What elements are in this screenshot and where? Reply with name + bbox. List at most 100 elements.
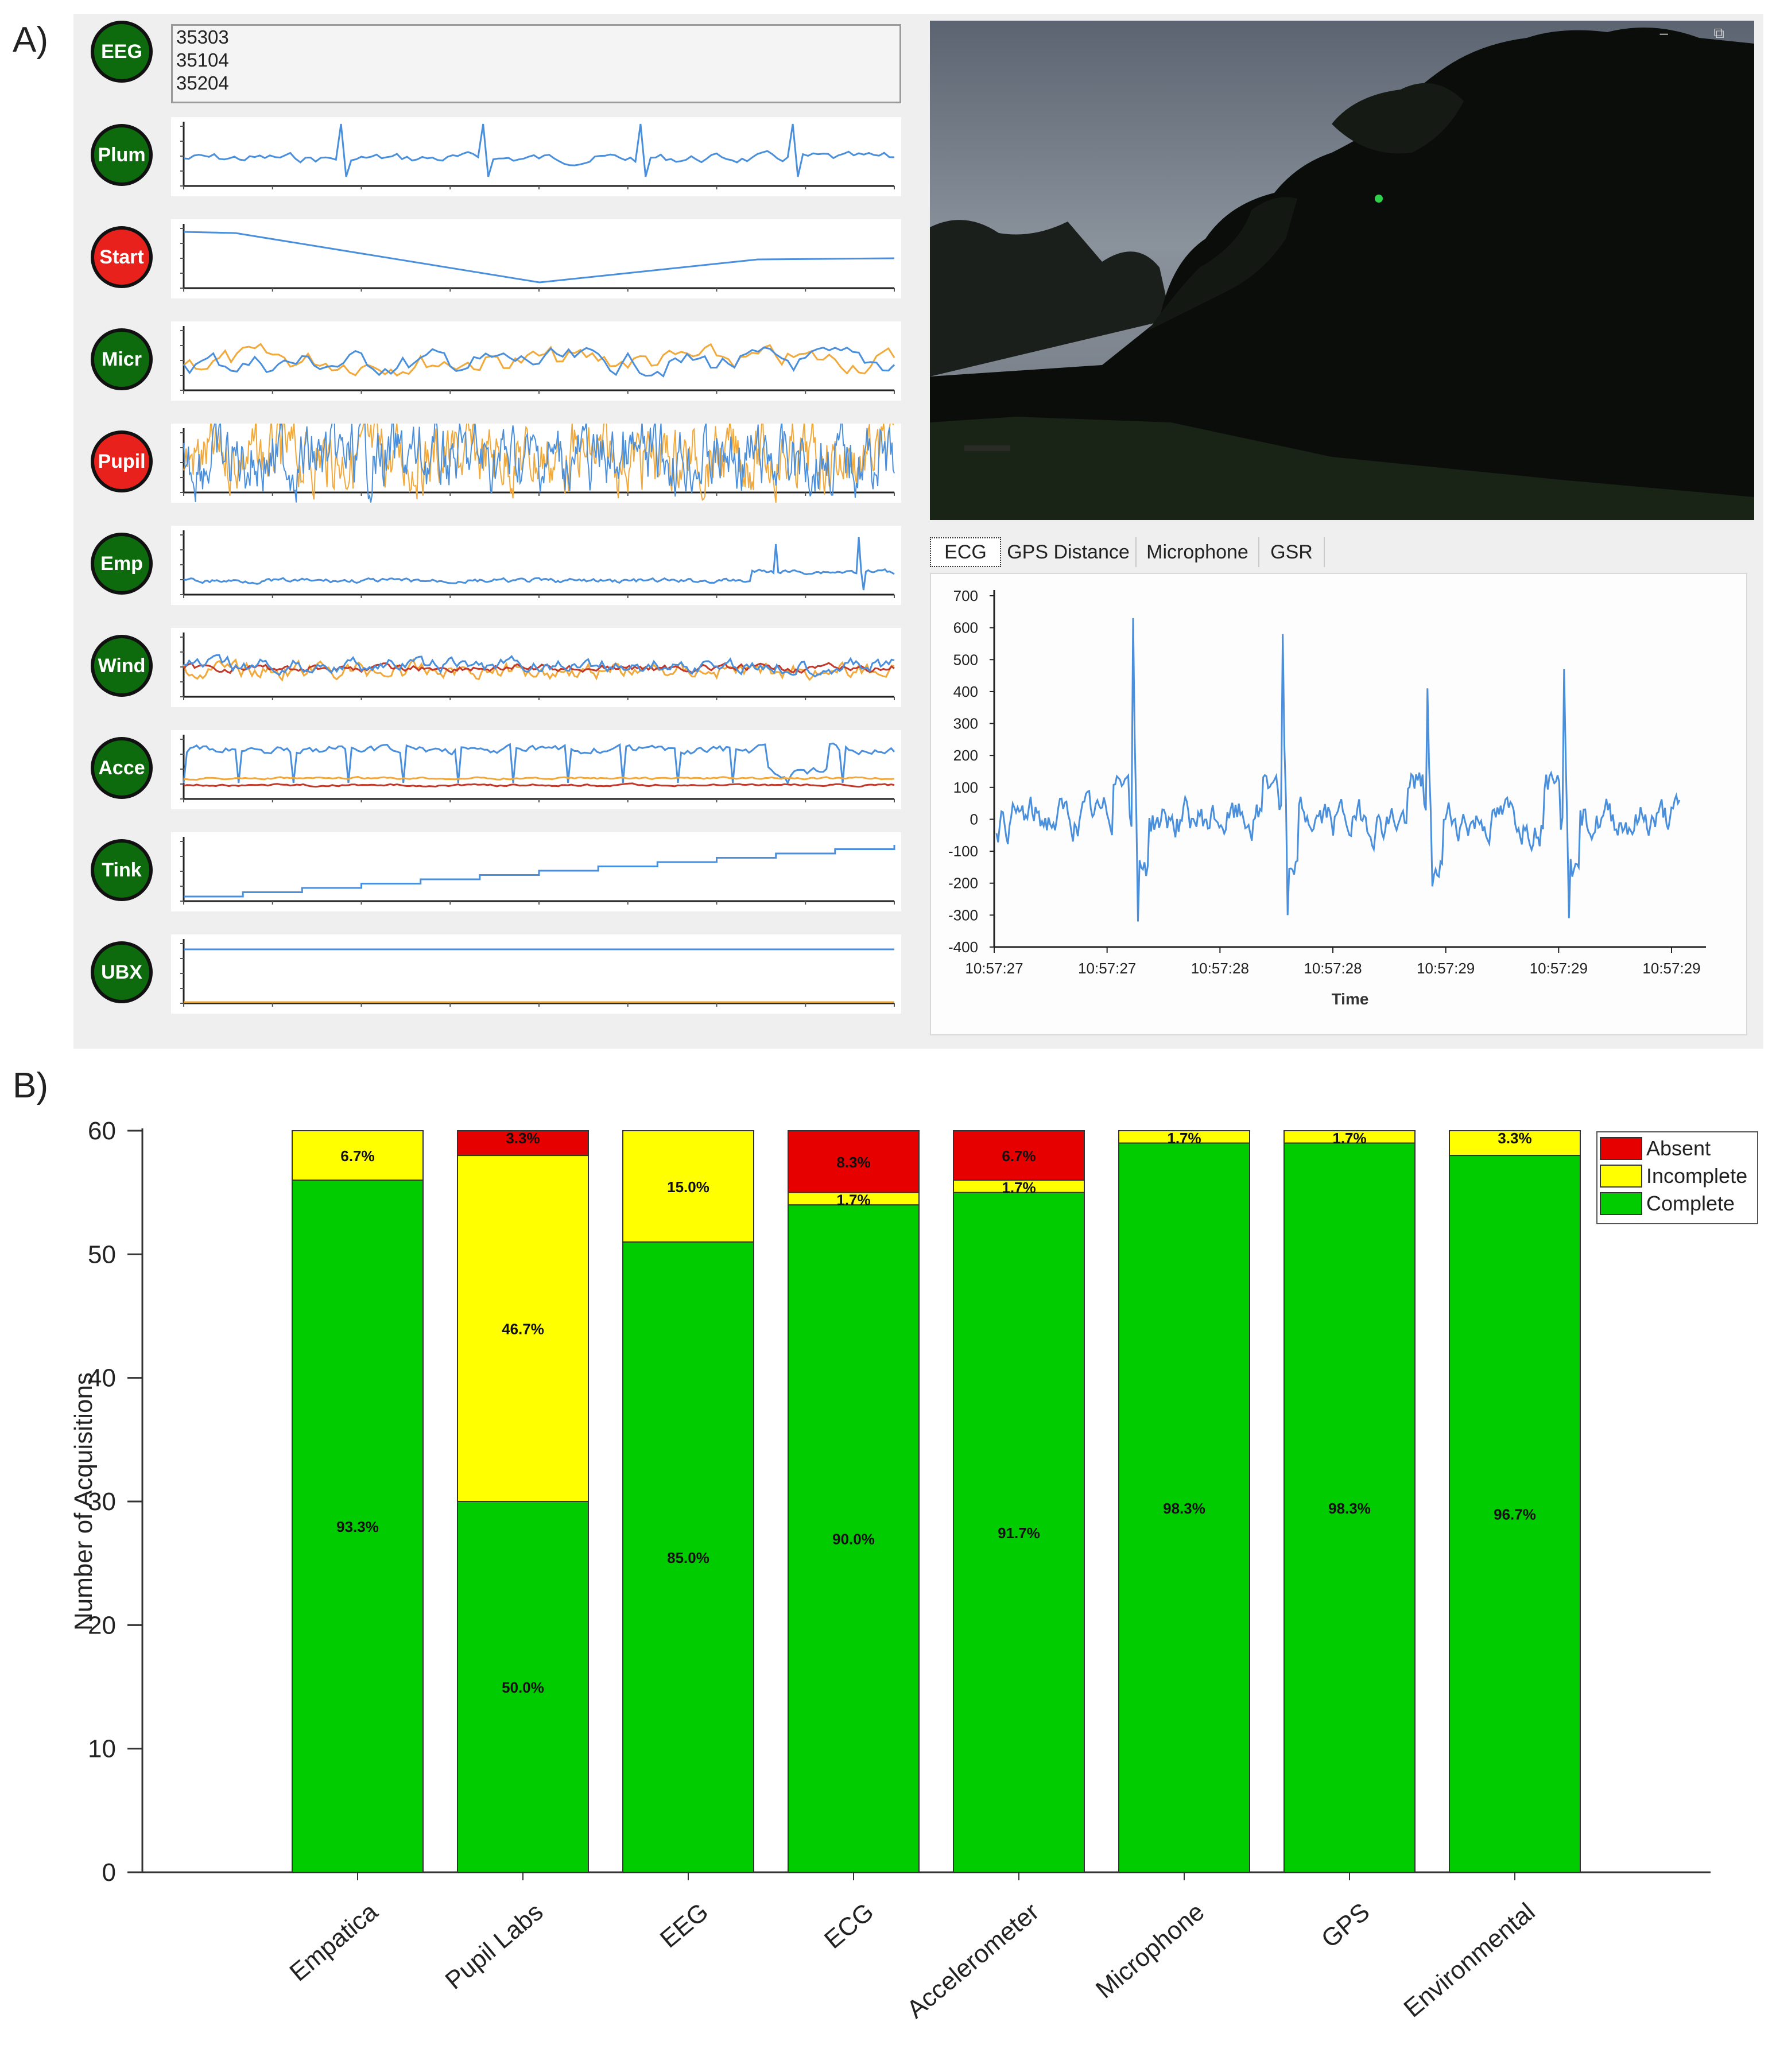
status-lamp-tink[interactable]: Tink: [91, 839, 153, 901]
legend-swatch-complete: [1600, 1192, 1642, 1215]
bar-percent-label: 98.3%: [1163, 1500, 1205, 1517]
acce-signal-line-blue: [183, 742, 895, 785]
eeg-readout-box: 35303 35104 35204: [171, 24, 901, 103]
bar-segment-complete: [953, 1192, 1085, 1873]
sensor-row-wind: Wind: [73, 628, 906, 714]
ecg-x-tick-label: 10:57:29: [1530, 960, 1588, 977]
legend-label-absent: Absent: [1646, 1136, 1711, 1160]
ecg-y-tick-label: 200: [953, 747, 978, 764]
ecg-y-tick-label: 600: [953, 619, 978, 637]
bar-segment-incomplete: [457, 1155, 589, 1503]
status-lamp-wind[interactable]: Wind: [91, 635, 153, 697]
sensor-row-emp: Emp: [73, 526, 906, 612]
bar-segment-complete: [1118, 1142, 1250, 1873]
chart-category-label: ECG: [819, 1898, 879, 1954]
sensor-plot-tink: [171, 832, 901, 911]
ecg-waveform: [995, 618, 1681, 922]
status-lamp-emp[interactable]: Emp: [91, 533, 153, 595]
bar-segment-incomplete: [1283, 1130, 1416, 1144]
status-lamp-plum[interactable]: Plum: [91, 124, 153, 186]
ecg-x-tick-label: 10:57:27: [965, 960, 1023, 977]
ecg-y-tick-label: 500: [953, 651, 978, 668]
ecg-x-tick-label: 10:57:29: [1417, 960, 1475, 977]
eeg-readout-value: 35303: [176, 26, 229, 48]
bar-percent-label: 96.7%: [1494, 1506, 1536, 1523]
bar-percent-label: 3.3%: [506, 1130, 540, 1147]
bar-percent-label: 50.0%: [502, 1679, 544, 1696]
bar-percent-label: 8.3%: [836, 1154, 870, 1171]
bar-percent-label: 1.7%: [1332, 1130, 1366, 1147]
legend-label-complete: Complete: [1646, 1192, 1735, 1215]
micr-signal-line-blue: [183, 346, 895, 378]
acce-signal-line-orange: [183, 775, 895, 781]
bar-percent-label: 98.3%: [1328, 1500, 1371, 1517]
tab-gps-distance[interactable]: GPS Distance: [1001, 537, 1137, 567]
sensor-row-ubx: UBX: [73, 934, 906, 1021]
bar-percent-label: 85.0%: [667, 1549, 709, 1566]
emp-signal-line: [183, 537, 895, 591]
bar-percent-label: 3.3%: [1498, 1130, 1531, 1147]
sensor-plot-plum: [171, 117, 901, 196]
status-lamp-acce[interactable]: Acce: [91, 737, 153, 799]
pupil-signal-line-blue: [183, 408, 895, 503]
sensor-row-tink: Tink: [73, 832, 906, 918]
ecg-y-tick-label: -400: [948, 938, 978, 956]
ecg-y-tick-label: 700: [953, 587, 978, 604]
chart-category-label: Environmental: [1398, 1898, 1540, 2023]
status-lamp-pupil[interactable]: Pupil: [91, 430, 153, 492]
ecg-y-tick-label: 100: [953, 779, 978, 796]
sensor-plot-ubx: [171, 934, 901, 1014]
chart-category-label: Accelerometer: [902, 1898, 1045, 2024]
wind-signal-line-blue: [183, 654, 895, 678]
bar-segment-absent: [953, 1130, 1085, 1181]
sensor-plot-pupil: [171, 408, 901, 503]
restore-icon[interactable]: ⧉: [1713, 24, 1724, 41]
monitoring-app-window: EEG 35303 35104 35204 Plum Start Micr Pupil Emp W…: [73, 14, 1763, 1049]
tab-ecg[interactable]: ECG: [930, 537, 1001, 567]
sensor-row-pupil: Pupil: [73, 408, 906, 510]
plum-signal-line: [183, 123, 895, 177]
ecg-y-tick-label: 0: [970, 810, 978, 828]
minimize-icon[interactable]: –: [1659, 24, 1668, 41]
eeg-readout-value: 35204: [176, 72, 229, 94]
sensor-row-micr: Micr: [73, 321, 906, 408]
chart-y-tick-label: 30: [88, 1488, 116, 1516]
ecg-x-tick-label: 10:57:28: [1304, 960, 1362, 977]
status-lamp-eeg[interactable]: EEG: [91, 21, 153, 83]
tab-microphone[interactable]: Microphone: [1137, 537, 1259, 567]
scene-camera-view: – ⧉: [930, 21, 1754, 520]
bar-percent-label: 46.7%: [502, 1321, 544, 1338]
status-lamp-start[interactable]: Start: [91, 226, 153, 288]
chart-y-tick-label: 50: [88, 1240, 116, 1268]
sensor-plot-emp: [171, 526, 901, 605]
tab-gsr[interactable]: GSR: [1259, 537, 1325, 567]
chart-y-tick-label: 20: [88, 1611, 116, 1639]
ecg-y-tick-label: -300: [948, 906, 978, 924]
sensor-row-acce: Acce: [73, 730, 906, 816]
ecg-x-tick-label: 10:57:27: [1078, 960, 1136, 977]
legend-label-incomplete: Incomplete: [1646, 1164, 1747, 1188]
chart-y-tick-label: 60: [88, 1117, 116, 1145]
micr-signal-line-orange: [183, 343, 895, 377]
ecg-x-axis-label: Time: [1332, 990, 1369, 1008]
ecg-y-tick-label: 400: [953, 683, 978, 700]
bar-segment-complete: [1449, 1155, 1581, 1873]
ecg-x-tick-label: 10:57:29: [1642, 960, 1700, 977]
sensor-row-start: Start: [73, 219, 906, 305]
signal-tab-panel: ECG GPS Distance Microphone GSR 700 600 50…: [924, 537, 1758, 1042]
bar-segment-complete: [292, 1179, 424, 1873]
scene-camera-image: [930, 21, 1754, 520]
bar-segment-absent: [457, 1130, 589, 1157]
sensor-plot-micr: [171, 321, 901, 401]
tink-signal-line: [184, 845, 895, 898]
eeg-readout-value: 35104: [176, 49, 229, 71]
bar-percent-label: 15.0%: [667, 1178, 709, 1196]
ecg-y-tick-label: -200: [948, 875, 978, 892]
chart-category-label: EEG: [655, 1898, 714, 1953]
status-lamp-micr[interactable]: Micr: [91, 328, 153, 390]
panel-b-label: B): [13, 1066, 48, 1105]
bar-segment-complete: [1283, 1142, 1416, 1873]
status-lamp-ubx[interactable]: UBX: [91, 941, 153, 1003]
ecg-y-tick-label: 300: [953, 715, 978, 732]
bar-segment-incomplete: [622, 1130, 754, 1243]
